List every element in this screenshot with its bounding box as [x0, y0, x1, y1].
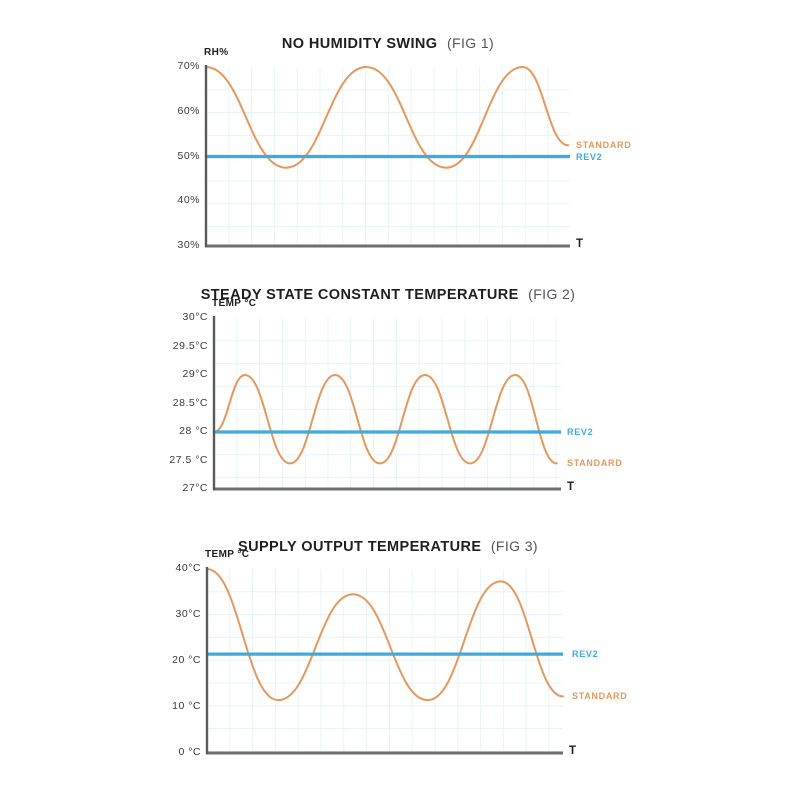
fig3-y-axis-title: TEMP °C — [205, 549, 250, 560]
fig3-x-axis-title: T — [569, 745, 577, 757]
fig1-ytick-40: 40% — [177, 194, 200, 207]
fig2-ytick-28.5C: 28.5°C — [172, 396, 208, 409]
fig2-legend-standard: STANDARD — [567, 458, 623, 469]
fig1-ytick-50: 50% — [177, 149, 200, 162]
fig3-ytick-0C: 0 °C — [178, 746, 201, 758]
fig1-standard-curve — [205, 65, 570, 169]
fig1-ytick-30: 30% — [177, 239, 200, 251]
fig1-title: NO HUMIDITY SWING (FIG 1) — [0, 35, 776, 53]
fig3-fig-label: (FIG 3) — [490, 538, 538, 554]
fig2-fig-label: (FIG 2) — [528, 286, 576, 302]
fig1-fig-label: (FIG 1) — [446, 35, 495, 51]
fig3-title: SUPPLY OUTPUT TEMPERATURE (FIG 3) — [0, 538, 776, 556]
fig1-ytick-70: 70% — [177, 60, 200, 72]
fig2-standard-curve — [213, 373, 558, 465]
fig2-ytick-28C: 28 °C — [179, 425, 208, 437]
fig2-y-axis-title: TEMP °C — [212, 298, 257, 309]
fig3-standard-curve — [206, 568, 564, 702]
fig3-ytick-40C: 40°C — [175, 562, 201, 574]
fig1-y-axis-title: RH% — [204, 47, 229, 58]
fig2-ytick-27C: 27°C — [182, 482, 208, 494]
fig1-title-text: NO HUMIDITY SWING — [281, 36, 438, 52]
fig2-ytick-29C: 29°C — [182, 368, 208, 380]
fig1-x-axis-title: T — [576, 238, 584, 250]
fig1-legend-rev2: REV2 — [576, 151, 603, 162]
fig3-legend-rev2: REV2 — [572, 649, 599, 660]
fig2-legend-rev2: REV2 — [567, 427, 594, 437]
fig3-ytick-20C: 20 °C — [172, 654, 201, 666]
fig3-legend-standard: STANDARD — [572, 691, 628, 702]
fig2-ytick-30C: 30°C — [182, 311, 208, 323]
fig3-title-text: SUPPLY OUTPUT TEMPERATURE — [238, 539, 482, 555]
fig1-ytick-60: 60% — [177, 104, 200, 117]
fig3-ytick-10C: 10 °C — [172, 700, 201, 712]
fig2-ytick-29.5C: 29.5°C — [172, 339, 208, 352]
fig2-title-text: STEADY STATE CONSTANT TEMPERATURE — [200, 287, 519, 303]
fig2-ytick-27.5C: 27.5 °C — [169, 453, 208, 466]
fig2-x-axis-title: T — [567, 481, 575, 493]
fig1-legend-standard: STANDARD — [576, 140, 632, 151]
fig2-title: STEADY STATE CONSTANT TEMPERATURE (FIG 2… — [0, 286, 776, 304]
fig3-ytick-30C: 30°C — [175, 608, 201, 620]
